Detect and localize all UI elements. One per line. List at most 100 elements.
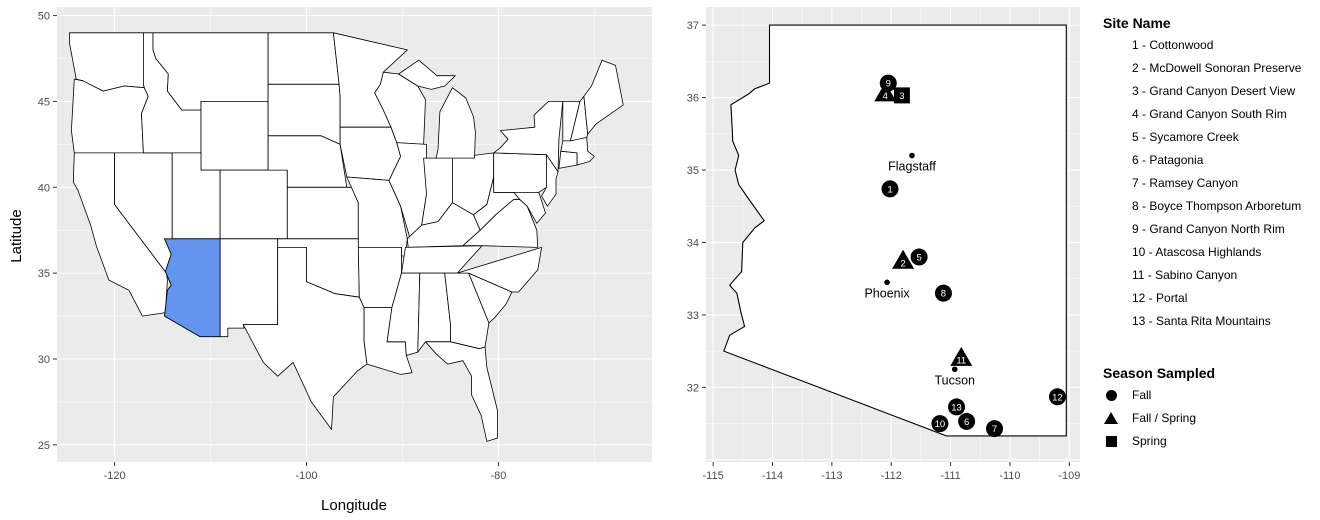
az-y-tick-label: 34 (687, 237, 699, 249)
site-marker-circle (934, 284, 952, 302)
us-state-outline (398, 59, 456, 90)
site-legend: Site Name 1 - Cottonwood 2 - McDowell Son… (1103, 15, 1318, 337)
az-x-tick-label: -114 (762, 470, 783, 482)
site-legend-item: 12 - Portal (1132, 291, 1188, 305)
site-legend-item: 11 - Sabino Canyon (1132, 268, 1238, 282)
city-dot (884, 279, 890, 286)
us-x-ticks: -120 -100 -80 (104, 462, 506, 482)
us-state-outline (267, 83, 341, 145)
us-state-outline (456, 247, 542, 293)
city-label: Tucson (934, 373, 975, 387)
site-number-label: 9 (886, 79, 891, 90)
az-x-tick-label: -115 (703, 470, 724, 482)
site-legend-item: 5 - Sycamore Creek (1132, 130, 1239, 144)
site-legend-item: 6 - Patagonia (1132, 153, 1204, 167)
site-marker-circle (881, 180, 899, 198)
us-y-tick-label: 30 (38, 354, 50, 366)
us-state-outline (219, 238, 279, 338)
season-legend-label: Fall / Spring (1132, 411, 1197, 425)
site-legend-item: 4 - Grand Canyon South Rim (1132, 107, 1287, 121)
site-number-label: 4 (883, 91, 888, 102)
site-number-label: 1 (887, 184, 892, 195)
site-legend-item: 7 - Ramsey Canyon (1132, 176, 1239, 190)
site-legend-item: 13 - Santa Rita Mountains (1132, 314, 1271, 328)
site-legend-item: 9 - Grand Canyon North Rim (1132, 222, 1285, 236)
site-marker-circle (910, 248, 928, 266)
arizona-highlight (163, 238, 221, 338)
season-legend-label: Fall (1132, 388, 1152, 402)
site-marker-circle (879, 74, 897, 92)
us-y-tick-label: 25 (38, 440, 50, 452)
us-state-outline (493, 152, 547, 193)
us-state-outline (200, 101, 269, 171)
us-state-outline (583, 59, 624, 135)
city-label: Flagstaff (888, 160, 936, 174)
us-state-outline (339, 126, 401, 181)
us-x-tick-label: -120 (104, 470, 126, 482)
site-legend-list: 1 - Cottonwood 2 - McDowell Sonoran Prese… (1103, 38, 1318, 337)
us-state-outline (435, 87, 476, 159)
city-label: Phoenix (864, 286, 910, 300)
us-state-outline (219, 169, 288, 240)
site-marker-circle (931, 415, 949, 433)
us-state-outline (286, 186, 359, 240)
us-y-ticks: 25 30 35 40 45 50 (38, 11, 57, 452)
site-marker-triangle (892, 249, 915, 269)
us-state-outline (267, 32, 340, 85)
az-y-tick-label: 36 (687, 93, 699, 105)
circle-icon (1106, 390, 1117, 401)
az-x-tick-label: -109 (1058, 470, 1080, 482)
city-dot (951, 366, 958, 373)
site-marker-square (893, 87, 910, 104)
site-legend-item: 3 - Grand Canyon Desert View (1132, 84, 1296, 98)
site-legend-item: 1 - Cottonwood (1132, 38, 1214, 52)
site-number-label: 11 (956, 355, 966, 366)
us-y-tick-label: 35 (38, 268, 50, 280)
site-number-label: 2 (900, 258, 905, 269)
site-number-label: 8 (941, 289, 946, 300)
triangle-icon (1104, 412, 1118, 424)
az-y-tick-label: 33 (687, 310, 699, 322)
season-legend-item: Fall (1103, 388, 1318, 411)
site-legend-title: Site Name (1103, 15, 1171, 31)
us-states (69, 32, 624, 442)
az-x-tick-label: -111 (940, 470, 960, 482)
us-map-panel: -120 -100 -80 25 30 35 40 45 50 Longitude Latit… (8, 7, 652, 514)
az-y-tick-label: 32 (687, 382, 699, 394)
site-number-label: 12 (1052, 392, 1063, 403)
season-legend-label: Spring (1132, 434, 1167, 448)
arizona-map-panel: -115 -114 -113 -112 -111 -110 -109 32333435363… (687, 7, 1080, 482)
site-number-label: 6 (964, 417, 969, 428)
site-marker-triangle (874, 82, 897, 102)
site-number-label: 3 (899, 91, 904, 102)
us-y-tick-label: 45 (38, 96, 50, 108)
site-marker-circle (958, 412, 976, 430)
us-state-outline (493, 101, 564, 173)
city-dot (909, 152, 915, 159)
az-x-tick-label: -113 (821, 470, 842, 482)
season-legend-title: Season Sampled (1103, 365, 1216, 381)
az-x-tick-label: -110 (999, 470, 1020, 482)
us-y-tick-label: 50 (38, 11, 50, 23)
az-x-ticks: -115 -114 -113 -112 -111 -110 -109 (703, 462, 1080, 482)
us-x-tick-label: -80 (490, 470, 506, 482)
site-legend-item: 2 - McDowell Sonoran Preserve (1132, 61, 1302, 75)
us-state-outline (541, 154, 559, 207)
us-state-outline (417, 272, 451, 353)
us-state-outline (558, 150, 578, 169)
site-legend-item: 10 - Atascosa Highlands (1132, 245, 1262, 259)
us-state-outline (71, 78, 149, 154)
season-legend-item: Spring (1103, 434, 1318, 457)
city-markers: Flagstaff Phoenix Tucson (864, 152, 975, 387)
us-state-outline (386, 272, 421, 356)
az-y-ticks: 32 33 34 35 36 37 (687, 20, 706, 394)
us-state-outline (425, 341, 498, 442)
site-marker-circle (948, 398, 966, 416)
arizona-outline (723, 24, 1067, 437)
season-legend: Season Sampled Fall Fall / Spring Spring (1103, 365, 1318, 457)
site-marker-triangle (950, 346, 973, 366)
site-number-label: 13 (951, 402, 962, 413)
season-legend-item: Fall / Spring (1103, 411, 1318, 434)
